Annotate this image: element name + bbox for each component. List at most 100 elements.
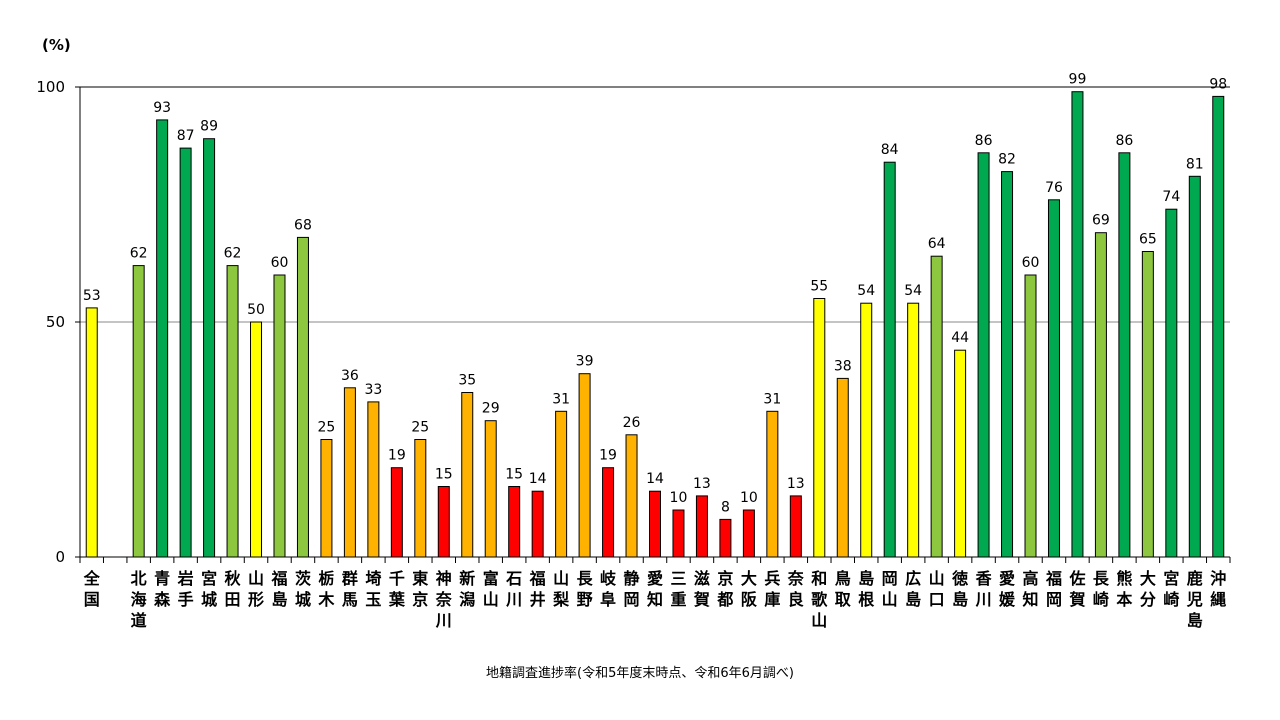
bar [954,349,967,558]
bar [555,410,568,558]
category-label: 福 [529,569,546,588]
bar [602,467,615,558]
bar [296,236,309,558]
category-label: 神 [436,569,452,588]
bar [578,373,591,558]
value-label: 8 [721,499,730,515]
category-label: 福 [1045,569,1062,588]
category-label: 崎 [1163,590,1179,609]
category-label: 岡 [624,590,640,609]
category-label: 児 [1186,590,1203,609]
category-label: 歌 [811,590,828,609]
category-label: 岡 [1046,590,1062,609]
category-label: 奈 [435,590,453,609]
value-label: 89 [200,119,218,135]
category-label: 国 [84,590,100,609]
category-label: 茨 [295,569,311,588]
value-label: 54 [904,283,922,299]
value-label: 93 [153,100,171,116]
value-label: 84 [881,142,899,158]
category-label: 宮 [201,569,217,588]
value-label: 25 [411,420,429,436]
value-label: 39 [576,354,594,370]
value-labels: 53 62 93 87 89 62 50 60 68 25 36 33 19 25 15 35 29 15 14 31… [83,72,1227,516]
y-tick-label: 0 [55,548,65,566]
bar [1212,95,1225,558]
category-label: 山 [929,569,945,588]
category-label: 群 [342,569,358,588]
category-label: 石 [505,569,522,588]
category-label: 岐 [600,569,616,588]
bar [813,298,826,558]
bar [85,307,98,558]
category-label: 庫 [764,590,780,609]
category-label: 長 [577,569,594,588]
bar [789,495,802,558]
category-label: 野 [577,590,593,609]
category-labels: 全国北海道青森岩手宮城秋田山形福島茨城栃木群馬埼玉千葉東京神奈川新潟富山石川福井… [83,569,1227,630]
value-label: 65 [1139,232,1157,248]
category-label: 馬 [342,590,358,609]
category-label: 宮 [1163,569,1179,588]
bar [907,302,920,558]
category-label: 島 [858,569,874,588]
category-label: 京 [717,569,733,588]
value-label: 25 [318,420,336,436]
category-label: 香 [975,569,993,588]
bar [625,434,638,558]
bar [461,392,474,558]
bar [203,138,216,558]
value-label: 10 [740,490,758,506]
category-label: 根 [858,590,874,609]
category-label: 滋 [694,569,710,588]
category-label: 田 [225,590,241,609]
category-label: 岡 [882,569,898,588]
bar [1118,152,1131,558]
bar [766,410,779,558]
category-label: 長 [1093,569,1110,588]
value-label: 86 [975,133,993,149]
category-label: 鳥 [835,569,851,588]
value-label: 53 [83,288,101,304]
category-label: 山 [553,569,569,588]
bar [414,439,427,558]
category-label: 川 [975,590,992,609]
category-label: 媛 [998,590,1016,609]
bar [226,265,239,558]
bar [1188,175,1201,558]
category-label: 井 [530,590,546,609]
category-label: 山 [882,590,898,609]
value-label: 13 [787,476,805,492]
y-tick-label: 100 [36,78,65,96]
category-label: 秋 [225,569,242,588]
value-label: 69 [1092,213,1110,229]
bar [836,377,849,558]
value-label: 14 [646,471,664,487]
category-label: 熊 [1116,569,1132,588]
bar [179,147,192,558]
category-label: 口 [929,590,945,609]
category-label: 玉 [365,590,381,609]
bar [719,518,732,558]
category-label: 京 [412,590,428,609]
category-label: 和 [811,569,827,588]
value-label: 15 [505,467,523,483]
bar [742,509,755,558]
value-label: 62 [224,246,242,262]
bar [1141,251,1154,558]
category-label: 山 [483,590,499,609]
value-label: 55 [810,279,828,295]
value-label: 74 [1162,189,1180,205]
category-label: 重 [670,590,686,609]
category-label: 城 [201,590,217,609]
category-label: 潟 [459,590,475,609]
category-label: 愛 [999,569,1015,588]
chart-caption: 地籍調査進捗率(令和5年度末時点、令和6年6月調べ) [486,666,794,681]
value-label: 31 [763,391,781,407]
value-label: 15 [435,467,453,483]
value-label: 62 [130,246,148,262]
bar [484,420,497,558]
category-label: 兵 [764,569,780,588]
value-label: 87 [177,128,195,144]
bar [367,401,380,558]
